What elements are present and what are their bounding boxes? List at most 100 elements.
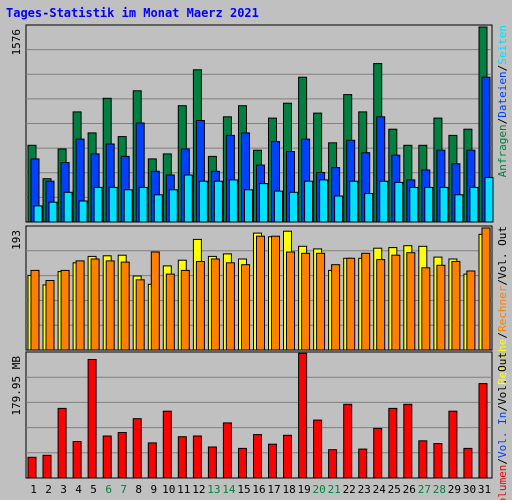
- ymax-label-volume: 179.95 MB: [10, 356, 23, 416]
- bar-volume-volumen-day-15: [238, 447, 247, 479]
- bar-hits-seiten-day-26: [409, 186, 419, 223]
- chart-title: Tages-Statistik im Monat Maerz 2021: [6, 6, 259, 20]
- bar-visits-rechner-day-7: [120, 261, 130, 351]
- x-tick-label-9: 9: [150, 483, 157, 496]
- bar-hits-seiten-day-9: [153, 194, 163, 223]
- x-tick-label-24: 24: [373, 483, 387, 496]
- bar-visits-rechner-day-8: [135, 279, 145, 351]
- x-tick-label-26: 26: [403, 483, 416, 496]
- legend-entry-separator: /: [496, 405, 509, 412]
- legend-entry-anfragen: Anfragen: [496, 124, 509, 177]
- bar-hits-seiten-day-5: [93, 186, 103, 223]
- x-tick-label-30: 30: [463, 483, 476, 496]
- bar-visits-rechner-day-31: [481, 227, 491, 351]
- bar-visits-rechner-day-14: [225, 262, 235, 351]
- legend-entry-volumen: Volumen: [496, 465, 509, 500]
- bar-volume-volumen-day-4: [72, 441, 82, 479]
- bar-volume-volumen-day-13: [207, 446, 217, 479]
- bar-hits-seiten-day-23: [364, 193, 374, 223]
- bar-visits-rechner-day-24: [376, 259, 386, 351]
- x-tick-label-29: 29: [448, 483, 461, 496]
- x-tick-label-15: 15: [237, 483, 250, 496]
- bar-volume-volumen-day-28: [433, 443, 443, 479]
- bar-hits-seiten-day-18: [289, 191, 298, 223]
- bar-visits-rechner-day-6: [105, 260, 115, 351]
- bar-visits-rechner-day-1: [30, 269, 40, 351]
- bar-visits-rechner-day-17: [271, 235, 280, 351]
- bar-volume-volumen-day-17: [268, 443, 277, 479]
- bar-hits-seiten-day-11: [183, 174, 193, 223]
- bar-volume-volumen-day-22: [343, 403, 353, 479]
- bar-hits-seiten-day-24: [379, 180, 389, 223]
- bar-hits-seiten-day-4: [78, 200, 88, 223]
- bar-volume-volumen-day-9: [147, 442, 157, 479]
- bar-visits-rechner-day-5: [90, 258, 100, 351]
- legend-entry-separator: /: [496, 332, 509, 339]
- x-tick-label-6: 6: [105, 483, 112, 496]
- bar-hits-seiten-day-29: [454, 194, 464, 223]
- bar-visits-rechner-day-27: [421, 267, 431, 351]
- bar-volume-volumen-day-25: [388, 407, 398, 479]
- legend-entry-separator: Vol. Out: [496, 352, 509, 405]
- x-tick-label-10: 10: [162, 483, 175, 496]
- ymax-label-visits: 193: [10, 230, 23, 250]
- x-tick-label-27: 27: [418, 483, 431, 496]
- x-tick-label-23: 23: [358, 483, 371, 496]
- bar-visits-rechner-day-20: [316, 252, 326, 351]
- bar-visits-rechner-day-11: [180, 269, 190, 351]
- ymax-label-hits: 1576: [10, 29, 23, 56]
- bar-visits-rechner-day-12: [195, 261, 205, 351]
- bar-volume-volumen-day-10: [162, 410, 172, 479]
- bar-hits-seiten-day-28: [439, 186, 449, 223]
- bar-hits-seiten-day-13: [213, 180, 223, 223]
- bar-hits-seiten-day-22: [349, 180, 359, 223]
- bar-hits-seiten-day-25: [394, 181, 404, 223]
- legend-entry-rechner: Rechner: [496, 285, 509, 332]
- bar-hits-seiten-day-21: [334, 195, 344, 223]
- bar-visits-rechner-day-3: [60, 269, 70, 351]
- bar-visits-rechner-day-19: [301, 252, 311, 351]
- bar-visits-rechner-day-21: [331, 264, 341, 351]
- bar-hits-seiten-day-2: [48, 201, 58, 223]
- bar-visits-rechner-day-25: [391, 254, 401, 351]
- bar-visits-rechner-day-15: [241, 264, 250, 351]
- bar-visits-rechner-day-16: [256, 235, 265, 351]
- bar-volume-volumen-day-27: [418, 440, 428, 479]
- x-tick-label-17: 17: [267, 483, 280, 496]
- bar-hits-seiten-day-3: [63, 191, 73, 223]
- bar-volume-volumen-day-30: [463, 447, 473, 479]
- bar-volume-volumen-day-11: [177, 436, 187, 479]
- bar-hits-seiten-day-20: [319, 179, 329, 223]
- bar-visits-rechner-day-10: [165, 273, 175, 351]
- bar-hits-seiten-day-17: [274, 190, 283, 223]
- x-tick-label-13: 13: [207, 483, 220, 496]
- bar-hits-seiten-day-16: [259, 183, 268, 223]
- legend-entry-separator: /: [496, 279, 509, 286]
- bar-volume-volumen-day-21: [328, 449, 338, 479]
- bar-volume-volumen-day-2: [42, 454, 52, 479]
- bar-volume-volumen-day-24: [373, 427, 383, 479]
- bar-volume-volumen-day-8: [132, 418, 142, 479]
- x-tick-label-4: 4: [75, 483, 82, 496]
- x-tick-label-31: 31: [478, 483, 491, 496]
- legend-entry-separator: /: [496, 118, 509, 125]
- legend-entry-dateien: Vol. In: [496, 412, 509, 458]
- x-tick-label-14: 14: [222, 483, 236, 496]
- bar-volume-volumen-day-18: [283, 434, 292, 479]
- bar-hits-seiten-day-1: [33, 205, 43, 223]
- bar-visits-rechner-day-26: [406, 252, 416, 351]
- bar-volume-volumen-day-5: [87, 359, 97, 479]
- bar-hits-seiten-day-27: [424, 186, 434, 223]
- bar-volume-volumen-day-16: [253, 434, 262, 479]
- bar-hits-seiten-day-6: [108, 186, 118, 223]
- bar-visits-rechner-day-29: [451, 261, 461, 351]
- bar-volume-volumen-day-1: [27, 456, 37, 479]
- bar-visits-rechner-day-4: [75, 260, 85, 351]
- bar-hits-seiten-day-14: [228, 179, 238, 223]
- bar-volume-volumen-day-12: [192, 435, 202, 479]
- x-tick-label-21: 21: [328, 483, 341, 496]
- bar-hits-seiten-day-7: [123, 189, 133, 223]
- x-tick-label-3: 3: [60, 483, 67, 496]
- legend-entry-dateien: Dateien: [496, 71, 509, 117]
